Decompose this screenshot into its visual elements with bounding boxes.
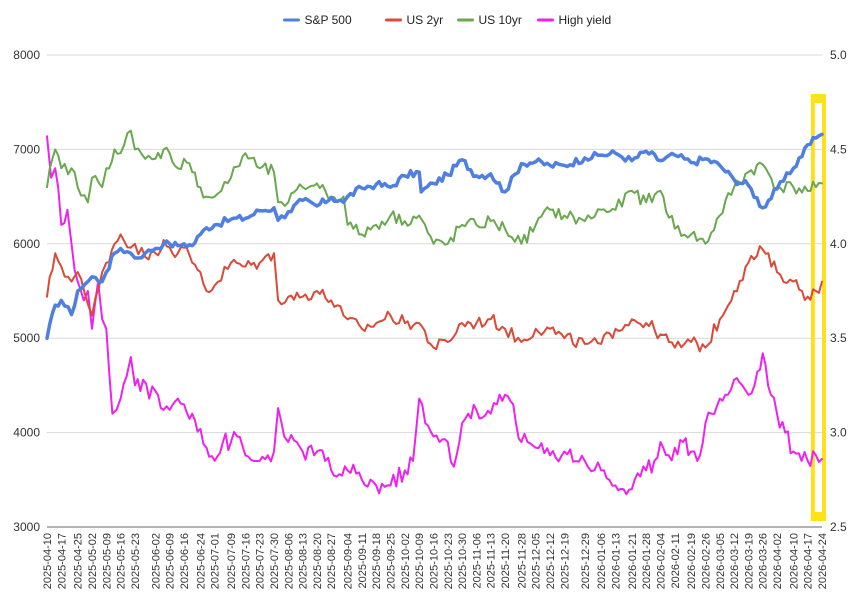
legend-label-high-yield: High yield <box>559 13 612 27</box>
x-axis-tick-label: 2025-04-17 <box>56 533 68 589</box>
left-axis-ticks: 3000 4000 5000 6000 7000 8000 <box>13 48 40 534</box>
highlight-box <box>810 94 826 521</box>
x-axis-tick-label: 2025-12-29 <box>580 533 592 589</box>
x-axis-tick-label: 2026-04-24 <box>817 533 829 589</box>
x-axis-tick-label: 2026-04-02 <box>772 533 784 589</box>
x-axis-tick-label: 2026-03-19 <box>743 533 755 589</box>
series-line-s-p-500 <box>45 132 824 340</box>
x-axis-tick-label: 2025-06-24 <box>195 533 207 589</box>
x-axis-tick-label: 2025-08-06 <box>283 533 295 589</box>
x-axis-tick-label: 2026-02-19 <box>686 533 698 589</box>
legend: S&P 500 US 2yr US 10yr High yield <box>283 13 612 27</box>
x-axis-tick-label: 2025-08-27 <box>326 533 338 589</box>
x-axis-tick-label: 2026-01-06 <box>596 533 608 589</box>
series-line-us-2yr <box>46 233 823 353</box>
x-axis-tick-label: 2025-06-16 <box>179 533 191 589</box>
x-axis-tick-label: 2025-10-16 <box>428 533 440 589</box>
x-axis-tick-label: 2026-02-04 <box>655 533 667 589</box>
right-axis-tick-label: 2.5 <box>830 520 847 534</box>
right-axis-ticks: 2.5 3.0 3.5 4.0 4.5 5.0 <box>830 48 847 534</box>
right-axis-tick-label: 3.0 <box>830 426 847 440</box>
x-axis-tick-label: 2025-07-23 <box>255 533 267 589</box>
highlight-bottom-bar <box>810 512 826 521</box>
x-axis-tick-label: 2026-02-26 <box>700 533 712 589</box>
x-axis-tick-label: 2025-08-13 <box>298 533 310 589</box>
x-axis-tick-label: 2025-06-09 <box>165 533 177 589</box>
x-axis-tick-label: 2025-11-20 <box>500 533 512 588</box>
x-axis-tick-label: 2025-05-02 <box>87 533 99 589</box>
x-axis-tick-label: 2025-09-11 <box>357 533 369 588</box>
x-axis-tick-label: 2025-09-18 <box>371 533 383 589</box>
legend-label-us-2yr: US 2yr <box>407 13 444 27</box>
x-axis-tick-label: 2025-05-23 <box>130 533 142 589</box>
x-axis-tick-label: 2025-07-01 <box>210 533 222 589</box>
legend-label-us-10yr: US 10yr <box>479 13 522 27</box>
x-axis-tick-label: 2026-01-13 <box>610 533 622 589</box>
x-axis-tick-label: 2025-10-02 <box>400 533 412 589</box>
x-axis-tick-label: 2026-01-21 <box>627 533 639 589</box>
right-axis-tick-label: 5.0 <box>830 48 847 62</box>
series-lines <box>45 129 824 496</box>
x-axis-tick-label: 2025-05-09 <box>101 533 113 589</box>
x-axis-tick-label: 2025-11-28 <box>516 533 528 588</box>
x-axis-tick-label: 2025-12-05 <box>531 533 543 589</box>
left-axis-tick-label: 5000 <box>13 331 40 345</box>
series-line-us-10yr <box>46 129 823 246</box>
x-axis-tick-label: 2025-10-30 <box>457 533 469 589</box>
x-axis-ticks: 2025-04-10 2025-04-17 2025-04-25 2025-05-02… <box>42 533 829 589</box>
x-axis-tick-label: 2026-03-12 <box>729 533 741 589</box>
series-line-high-yield <box>46 135 823 496</box>
x-axis-tick-label: 2026-01-28 <box>641 533 653 589</box>
left-axis-tick-label: 7000 <box>13 142 40 156</box>
x-axis-tick-label: 2025-12-19 <box>559 533 571 589</box>
x-axis-tick-label: 2026-04-10 <box>788 533 800 589</box>
legend-label-s-p-500: S&P 500 <box>305 13 352 27</box>
x-axis-tick-label: 2025-10-23 <box>443 533 455 589</box>
x-axis-tick-label: 2026-02-11 <box>670 533 682 588</box>
x-axis-tick-label: 2025-11-13 <box>486 533 498 588</box>
x-axis-tick-label: 2025-12-12 <box>545 533 557 589</box>
highlight-top-bar <box>810 94 826 103</box>
x-axis-tick-label: 2025-04-25 <box>73 533 85 589</box>
x-axis-tick-label: 2026-03-26 <box>758 533 770 589</box>
x-axis-tick-label: 2025-11-06 <box>471 533 483 588</box>
right-axis-tick-label: 3.5 <box>830 331 847 345</box>
left-axis-tick-label: 6000 <box>13 237 40 251</box>
x-axis-tick-label: 2025-08-20 <box>312 533 324 589</box>
left-axis-tick-label: 3000 <box>13 520 40 534</box>
x-axis-tick-label: 2025-07-09 <box>226 533 238 589</box>
x-axis-tick-label: 2025-07-16 <box>240 533 252 589</box>
x-axis-tick-label: 2026-03-05 <box>715 533 727 589</box>
right-axis-tick-label: 4.0 <box>830 237 847 251</box>
x-axis-tick-label: 2025-06-02 <box>150 533 162 589</box>
x-axis-tick-label: 2025-09-04 <box>343 533 355 589</box>
x-axis-tick-label: 2025-04-10 <box>42 533 54 589</box>
x-axis-tick-label: 2025-09-25 <box>386 533 398 589</box>
left-axis-tick-label: 8000 <box>13 48 40 62</box>
x-axis-tick-label: 2025-05-16 <box>116 533 128 589</box>
right-axis-tick-label: 4.5 <box>830 142 847 156</box>
left-axis-tick-label: 4000 <box>13 426 40 440</box>
x-axis-tick-label: 2025-10-09 <box>414 533 426 589</box>
x-axis-tick-label: 2026-04-17 <box>803 533 815 589</box>
x-axis-tick-label: 2025-07-30 <box>269 533 281 589</box>
